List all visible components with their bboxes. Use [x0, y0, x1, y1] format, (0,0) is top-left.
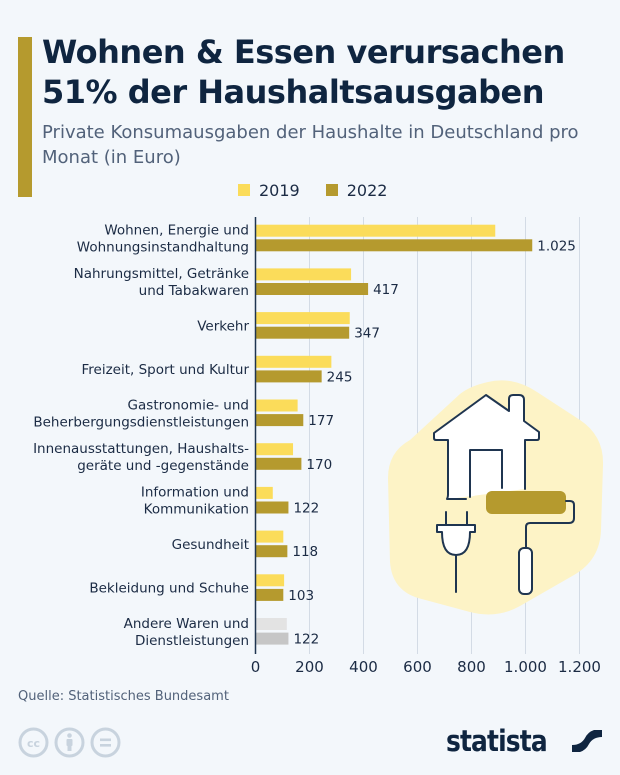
- logo-wordmark: statista: [446, 724, 548, 758]
- bar-2019: [255, 224, 496, 237]
- chart-subtitle: Private Konsumausgaben der Haushalte in …: [42, 122, 579, 168]
- category-label: Kommunikation: [144, 502, 249, 518]
- legend-item-2019: 2019: [238, 181, 300, 200]
- bar-2019: [255, 574, 285, 587]
- value-label: 122: [293, 501, 319, 517]
- value-label: 170: [306, 457, 332, 473]
- category-label: Information und: [141, 485, 249, 501]
- legend-item-2022: 2022: [325, 180, 388, 200]
- bar-2022: [255, 370, 322, 383]
- legend-swatch-2019: [238, 184, 250, 196]
- legend-swatch-2022: [325, 184, 338, 196]
- bar-2019: [255, 355, 332, 368]
- bar-2022: [255, 239, 533, 252]
- title-accent-bar: [18, 37, 32, 197]
- house-renovation-illustration: [388, 380, 604, 615]
- value-label: 177: [308, 413, 334, 429]
- bar-2022: [255, 326, 350, 339]
- category-label: Innenausstattungen, Haushalts-: [33, 441, 249, 457]
- value-label: 417: [373, 282, 399, 298]
- bar-2022: [255, 632, 289, 645]
- category-label: Gastronomie- und: [128, 397, 249, 413]
- category-label: Dienstleistungen: [135, 633, 249, 649]
- category-label: geräte und -gegenstände: [77, 458, 249, 474]
- legend: 2019 2022: [238, 180, 413, 200]
- bar-2022: [255, 501, 289, 514]
- x-tick-label: 1.000: [504, 658, 547, 676]
- legend-label-2022: 2022: [346, 180, 388, 200]
- category-label: Wohnungsinstandhaltung: [77, 240, 249, 256]
- bar-2019: [255, 530, 284, 543]
- category-label: Gesundheit: [172, 537, 249, 553]
- svg-text:cc: cc: [27, 737, 40, 750]
- bar-2019: [255, 399, 298, 412]
- category-label: Beherbergungsdienstleistungen: [33, 414, 249, 430]
- bars: [255, 224, 533, 645]
- category-label: Verkehr: [197, 318, 249, 334]
- legend-label-2019: 2019: [259, 180, 300, 200]
- labels: 1.025 Wohnen, Energie undWohnungsinstandh…: [33, 223, 576, 649]
- bar-chart: 1.025 Wohnen, Energie undWohnungsinstandh…: [33, 217, 604, 676]
- x-tick-label: 0: [251, 658, 261, 676]
- value-label: 122: [293, 632, 319, 648]
- category-label: Nahrungsmittel, Getränke: [74, 266, 249, 282]
- value-label: 245: [327, 369, 353, 385]
- value-label: 1.025: [537, 238, 576, 254]
- statista-logo-icon: [572, 730, 602, 752]
- bar-2022: [255, 545, 288, 558]
- value-label: 118: [292, 544, 318, 560]
- bar-2019: [255, 618, 287, 630]
- bar-2019: [255, 486, 273, 499]
- creative-commons-icon[interactable]: cc: [18, 727, 49, 758]
- paint-roller-icon: [486, 491, 575, 595]
- x-tick-label: 1.200: [558, 658, 601, 676]
- no-derivatives-icon[interactable]: [90, 727, 121, 758]
- license-icons: cc: [18, 727, 121, 758]
- bar-2019: [255, 312, 350, 325]
- category-label: Bekleidung und Schuhe: [89, 581, 249, 597]
- x-tick-label: 800: [457, 658, 486, 676]
- house-icon: [433, 394, 540, 500]
- attribution-icon[interactable]: [54, 727, 85, 758]
- x-axis-ticks: 0 200 400 600 800 1.000 1.200: [251, 658, 601, 676]
- bar-2022: [255, 414, 304, 427]
- x-tick-label: 600: [403, 658, 432, 676]
- source-note: Quelle: Statistisches Bundesamt: [18, 689, 229, 704]
- value-label: 103: [288, 588, 314, 604]
- value-label: 347: [354, 326, 380, 342]
- bar-2019: [255, 443, 294, 456]
- chart-title: Wohnen & Essen verursachen 51% der Haush…: [42, 33, 565, 111]
- category-label: Freizeit, Sport und Kultur: [81, 362, 249, 378]
- category-label: Wohnen, Energie und: [104, 223, 249, 239]
- bar-2022: [255, 283, 369, 295]
- bar-2019: [255, 268, 352, 281]
- category-label: und Tabakwaren: [139, 283, 249, 299]
- statista-logo[interactable]: statista: [446, 726, 602, 756]
- bar-2022: [255, 457, 302, 470]
- power-plug-icon: [436, 511, 476, 593]
- bar-2022: [255, 588, 284, 601]
- x-tick-label: 400: [349, 658, 378, 676]
- x-tick-label: 200: [295, 658, 324, 676]
- category-label: Andere Waren und: [124, 616, 249, 632]
